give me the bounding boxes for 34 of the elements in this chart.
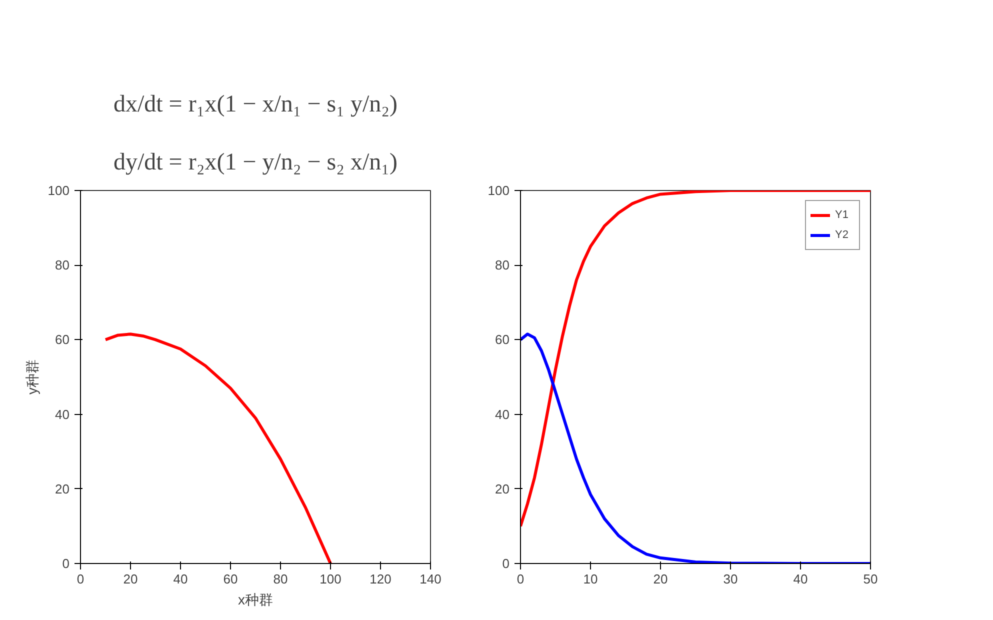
y-tick-label: 60: [495, 332, 510, 348]
y-tick-label: 40: [495, 406, 510, 422]
y-tick-label: 100: [488, 183, 510, 198]
y-axis-title: y种群: [24, 360, 40, 394]
x-tick-label: 20: [653, 572, 668, 586]
x-tick-label: 50: [863, 572, 878, 586]
x-tick-label: 20: [123, 572, 138, 586]
y-tick-label: 40: [55, 406, 70, 422]
y-tick-label: 80: [495, 258, 510, 273]
y-tick-label: 20: [55, 481, 70, 496]
x-tick-label: 120: [370, 572, 392, 586]
x-tick-label: 40: [793, 572, 808, 586]
x-tick-label: 10: [583, 572, 598, 586]
y-tick-label: 0: [62, 556, 70, 571]
text: dx/dt = r₁x(1 − x/n₁ − s₁ y/n₂): [113, 92, 398, 118]
x-tick-label: 100: [320, 572, 342, 586]
x-tick-label: 0: [516, 572, 524, 586]
x-tick-label: 80: [273, 572, 288, 586]
line-series: [520, 190, 870, 528]
x-tick-label: 40: [173, 572, 188, 586]
text: dy/dt = r₂x(1 − y/n₂ − s₂ x/n₁): [113, 150, 398, 176]
legend-label: Y2: [835, 229, 850, 241]
y-tick-label: 100: [48, 183, 70, 198]
x-tick-label: 60: [223, 572, 238, 586]
y-tick-label: 80: [55, 258, 70, 273]
x-tick-label: 140: [420, 572, 442, 586]
x-tick-label: 0: [76, 572, 84, 586]
y-tick-label: 20: [495, 481, 510, 496]
line-series: [104, 332, 332, 564]
x-tick-label: 30: [723, 572, 738, 586]
legend-label: Y1: [835, 209, 850, 221]
y-tick-label: 0: [502, 556, 510, 571]
x-axis-title: x种群: [238, 592, 273, 608]
y-tick-label: 60: [55, 332, 70, 348]
